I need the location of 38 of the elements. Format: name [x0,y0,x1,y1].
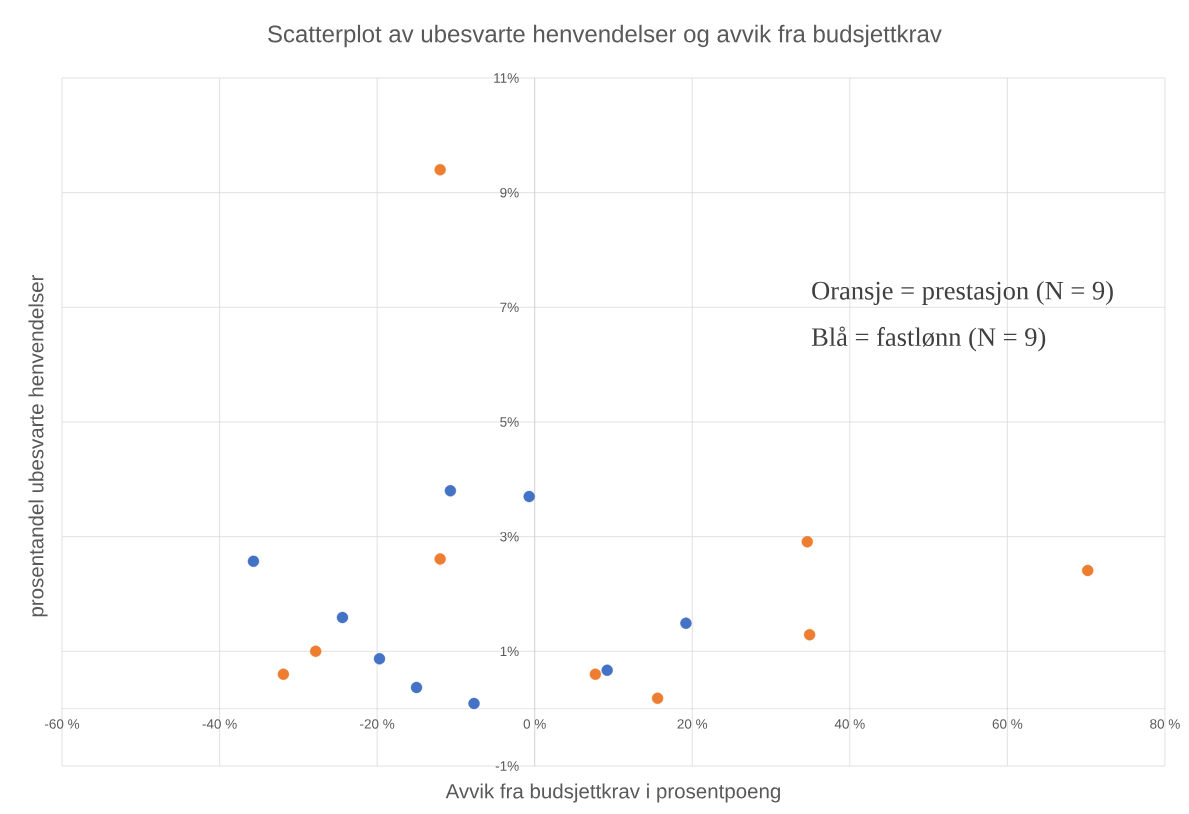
point [410,681,423,694]
x-tick-label: -40 % [202,719,237,729]
point [468,697,480,710]
point [434,553,446,565]
point [589,668,602,680]
y-tick-label: 9% [500,187,519,198]
point [336,611,349,624]
annotation: Blå = fastlønn (N = 9) [811,326,1046,352]
point [680,617,692,629]
point [1082,564,1094,577]
point [801,536,813,548]
annotation: Oransje = prestasjon (N = 9) [812,280,1113,306]
point [373,653,386,665]
y-tick-label: -1% [495,761,519,771]
y-axis-title: prosentandel ubesvarte henvendelser [28,274,48,617]
point [803,628,816,641]
point [651,692,664,705]
point [601,664,613,676]
point [444,485,457,497]
x-tick-label: -60 % [44,719,80,729]
x-tick-label: 60 % [992,719,1023,729]
y-tick-label: 7% [500,302,519,313]
x-axis-title: Avvik fra budsjettkrav i prosentpoeng [445,783,780,803]
y-tick-label: 3% [500,531,519,542]
x-tick-label: 80 % [1150,719,1180,729]
x-tick-label: 0 % [523,719,546,729]
point [309,645,322,658]
point [523,490,535,503]
point [434,164,446,176]
y-tick-label: 1% [500,646,519,657]
x-tick-label: 20 % [677,719,708,729]
x-tick-label: -20 % [360,719,395,729]
point [247,555,260,568]
x-tick-label: 40 % [834,719,865,729]
y-tick-label: 5% [500,417,519,427]
y-tick-label: 11% [494,73,519,83]
chart-title: Scatterplot av ubesvarte henvendelser og avvik fra budsjettkrav [268,24,942,48]
point [277,668,290,680]
